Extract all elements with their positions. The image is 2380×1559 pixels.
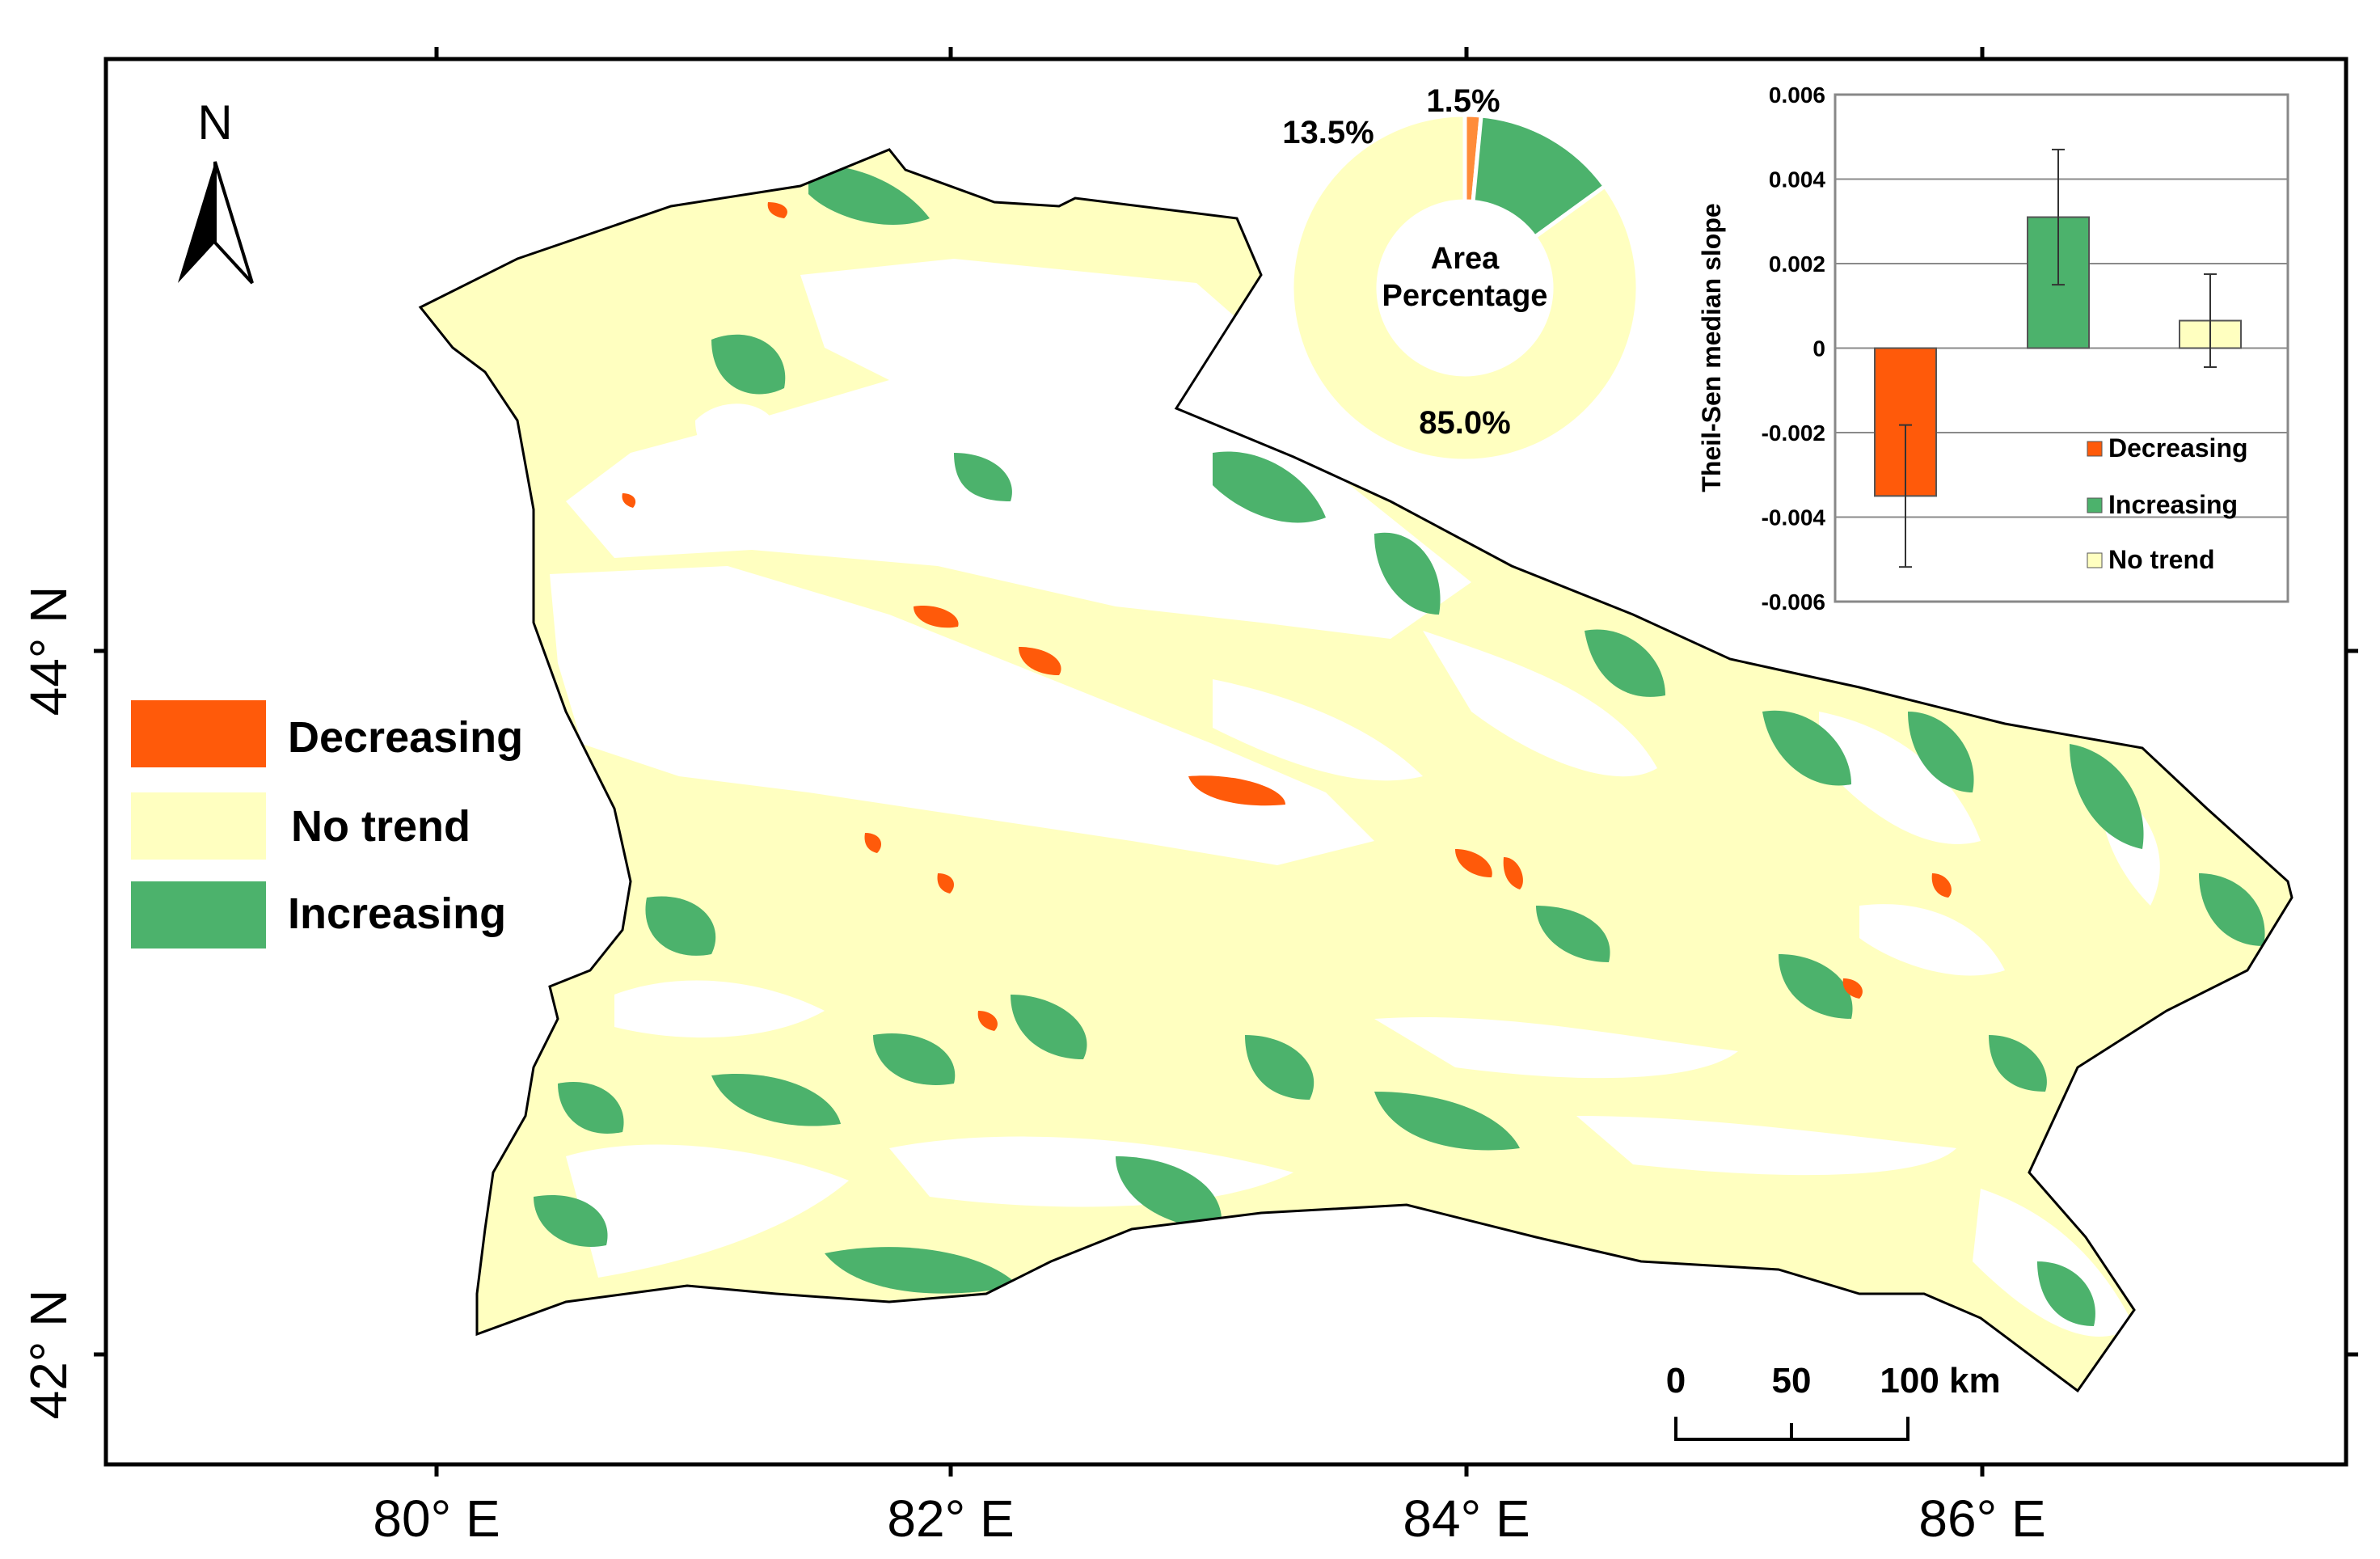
decreasing-patches: [622, 202, 1952, 1031]
region-outline: [418, 148, 2293, 1393]
map-legend: Decreasing No trend Increasing: [131, 700, 523, 948]
bar-legend-label-no-trend: No trend: [2108, 545, 2215, 574]
theil-sen-bar-chart: Theil-Sen median slope 0.006 0.004 0.002 0 -…: [1697, 82, 2289, 615]
lat-label-44: 44° N: [19, 586, 78, 716]
increasing-patches: [534, 165, 2265, 1326]
longitude-labels: 80° E 82° E 84° E 86° E: [373, 1489, 2045, 1548]
legend-swatch-no-trend: [131, 792, 266, 860]
pie-center-label-line1: Area: [1431, 242, 1500, 276]
lon-label-84: 84° E: [1403, 1489, 1530, 1548]
scale-bar-label-100: 100 km: [1880, 1361, 2000, 1401]
lon-label-82: 82° E: [887, 1489, 1014, 1548]
bar-legend-swatch-decreasing: [2087, 441, 2103, 457]
bar-chart-bars: [1874, 148, 2242, 568]
pie-center-label-line2: Percentage: [1382, 279, 1548, 313]
bar-legend-swatch-increasing: [2087, 497, 2103, 513]
scale-bar-label-0: 0: [1666, 1361, 1686, 1401]
scale-bar-label-50: 50: [1772, 1361, 1812, 1401]
legend-swatch-decreasing: [131, 700, 266, 767]
pie-slice-no-trend: [1289, 112, 1640, 463]
pie-label-increasing: 13.5%: [1282, 115, 1374, 150]
bar-chart-yticks: 0.006 0.004 0.002 0 -0.002 -0.004 -0.006: [1762, 82, 1826, 615]
bar-ytick-label: -0.006: [1762, 589, 1825, 615]
frame-ticks: [94, 47, 2358, 1477]
latitude-labels: 44° N 42° N: [19, 586, 78, 1420]
bar-legend-swatch-no-trend: [2087, 552, 2103, 568]
area-percentage-donut: Area Percentage 1.5% 13.5% 85.0%: [1282, 83, 1640, 463]
bar-chart-legend: Decreasing Increasing No trend: [2087, 433, 2248, 574]
bar-legend-label-increasing: Increasing: [2108, 490, 2238, 519]
bar-chart-ylabel: Theil-Sen median slope: [1697, 203, 1726, 492]
legend-label-increasing: Increasing: [288, 889, 506, 938]
pie-label-no-trend: 85.0%: [1419, 405, 1510, 441]
legend-label-decreasing: Decreasing: [288, 713, 523, 762]
legend-swatch-increasing: [131, 881, 266, 948]
lon-label-86: 86° E: [1918, 1489, 2045, 1548]
bar-ytick-label: 0: [1812, 336, 1825, 361]
north-arrow-icon-right: [213, 161, 254, 285]
north-arrow-label: N: [197, 95, 232, 150]
scale-bar: 0 50 100 km: [1666, 1361, 2001, 1441]
north-arrow: N: [178, 95, 254, 285]
bar-ytick-label: 0.004: [1769, 167, 1825, 192]
bar-legend-label-decreasing: Decreasing: [2108, 433, 2248, 463]
north-arrow-icon: [178, 162, 215, 283]
legend-label-no-trend: No trend: [291, 802, 471, 851]
bar-ytick-label: 0.002: [1769, 251, 1825, 277]
bar-ytick-label: -0.004: [1762, 505, 1826, 530]
lat-label-42: 42° N: [19, 1290, 78, 1420]
lon-label-80: 80° E: [373, 1489, 500, 1548]
pie-label-decreasing: 1.5%: [1426, 83, 1500, 119]
bar-ytick-label: -0.002: [1762, 420, 1825, 446]
bar-ytick-label: 0.006: [1769, 82, 1825, 108]
